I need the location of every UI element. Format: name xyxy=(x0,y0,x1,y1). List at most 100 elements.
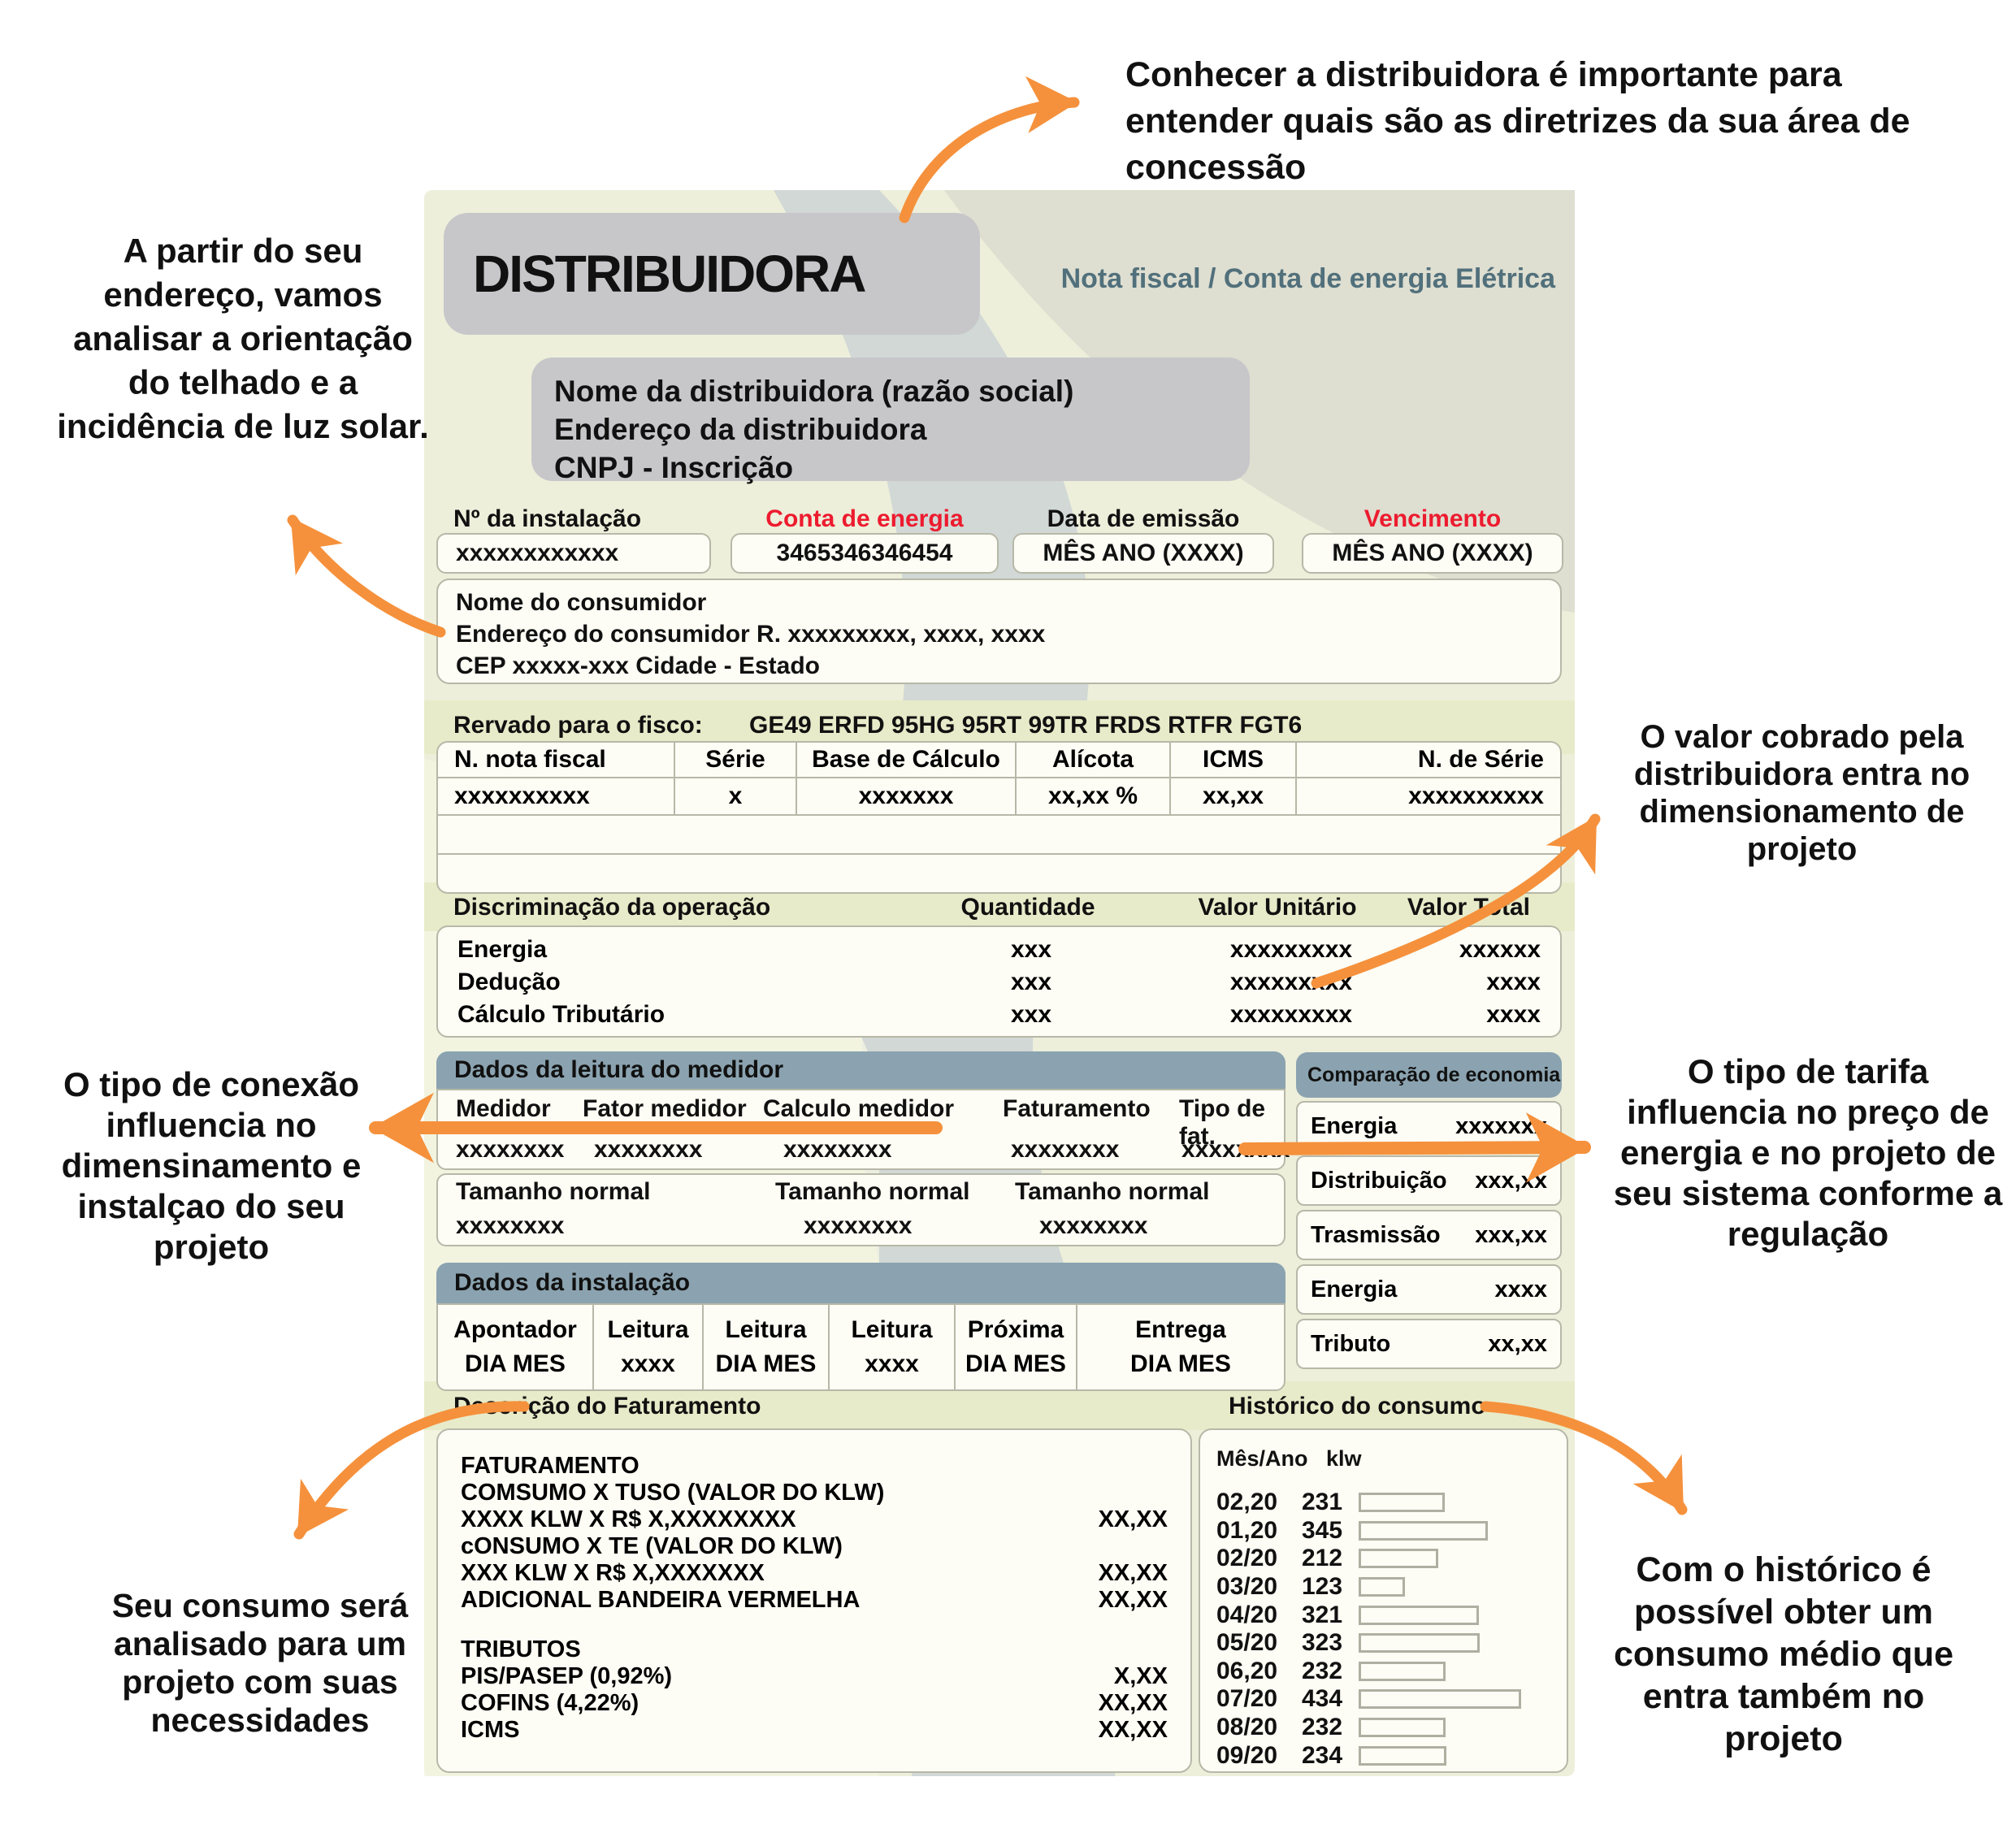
faturamento-row: cONSUMO X TE (VALOR DO KLW) xyxy=(461,1533,1168,1560)
annotation-consumption-analysis: Seu consumo será analisado para um proje… xyxy=(111,1587,409,1739)
fisco-header-cell: Alícota xyxy=(1015,743,1169,777)
historico-klw: 212 xyxy=(1302,1545,1343,1572)
historico-mes: 04/20 xyxy=(1216,1601,1278,1628)
comparacao-row: Energia xxxx xyxy=(1296,1264,1562,1315)
operacao-row: Cálculo Tributário xxx xxxxxxxxx xxxx xyxy=(438,999,1560,1031)
historico-mes: 02,20 xyxy=(1216,1489,1278,1516)
comparacao-label: Trasmissão xyxy=(1311,1221,1441,1248)
consumer-name: Nome do consumidor xyxy=(456,589,707,616)
fisco-value-cell: xx,xx xyxy=(1169,778,1295,814)
arrow-to-address-annotation xyxy=(287,514,446,638)
consumer-info-box: Nome do consumidor Endereço do consumido… xyxy=(436,579,1562,684)
faturamento-amount: XX,XX xyxy=(1098,1690,1168,1716)
faturamento-item: cONSUMO X TE (VALOR DO KLW) xyxy=(461,1533,843,1559)
historico-klw: 231 xyxy=(1302,1489,1343,1516)
fisco-label: Rervado para o fisco: xyxy=(453,712,703,739)
fisco-code: GE49 ERFD 95HG 95RT 99TR FRDS RTFR FGT6 xyxy=(749,712,1303,739)
distributor-info-box: Nome da distribuidora (razão social) End… xyxy=(531,358,1250,484)
faturamento-item: ICMS xyxy=(461,1717,520,1743)
faturamento-amount: X,XX xyxy=(1113,1663,1168,1689)
historico-mes: 09/20 xyxy=(1216,1741,1278,1769)
historico-box: Mês/Ano klw 02,20 231 01,20 345 02/20 21… xyxy=(1199,1428,1568,1773)
faturamento-row: PIS/PASEP (0,92%) X,XX xyxy=(461,1663,1168,1690)
operacao-qty: xxx xyxy=(1010,936,1052,963)
faturamento-box: FATURAMENTO COMSUMO X TUSO (VALOR DO KLW… xyxy=(436,1428,1192,1773)
consumption-bar xyxy=(1359,1718,1446,1738)
instalacao-col-title: Leitura xyxy=(851,1316,933,1343)
fisco-header-row: N. nota fiscal Série Base de Cálculo Alí… xyxy=(438,743,1560,778)
operacao-total: xxxx xyxy=(1486,1001,1541,1028)
historico-mes: 02/20 xyxy=(1216,1545,1278,1572)
fisco-header-cell: ICMS xyxy=(1169,743,1295,777)
operacao-qty: xxx xyxy=(1010,1001,1052,1028)
operacao-name: Dedução xyxy=(457,969,561,995)
consumption-bar xyxy=(1359,1745,1446,1766)
historico-klw: 323 xyxy=(1302,1629,1343,1657)
tamanho-label: Tamanho normal xyxy=(456,1178,651,1205)
tamanho-value: xxxxxxxx xyxy=(804,1212,913,1239)
historico-klw: 321 xyxy=(1302,1601,1343,1628)
faturamento-row: FATURAMENTO xyxy=(461,1453,1168,1480)
fisco-header-cell: Série xyxy=(674,743,796,777)
fisco-value-row: xxxxxxxxxx x xxxxxxx xx,xx % xx,xx xxxxx… xyxy=(438,778,1560,816)
historico-title: Histórico do consumo xyxy=(1229,1393,1486,1419)
fisco-header-cell: Base de Cálculo xyxy=(796,743,1015,777)
instalacao-section-header: Dados da instalação xyxy=(436,1263,1285,1303)
distributor-logo-box: DISTRIBUIDORA xyxy=(444,213,980,335)
consumer-cep: CEP xxxxx-xxx Cidade - Estado xyxy=(456,652,820,679)
historico-klw: 234 xyxy=(1302,1741,1343,1769)
fisco-value-cell: xxxxxxxxxx xyxy=(1295,778,1560,814)
consumption-bar xyxy=(1359,1520,1488,1541)
historico-klw: 232 xyxy=(1302,1657,1343,1684)
comparacao-row: Trasmissão xxx,xx xyxy=(1296,1210,1562,1260)
faturamento-item: XXX KLW X R$ X,XXXXXXX xyxy=(461,1560,765,1586)
distributor-address: Endereço da distribuidora xyxy=(554,413,927,446)
historico-mes: 01,20 xyxy=(1216,1516,1278,1544)
electricity-bill: DISTRIBUIDORA Nota fiscal / Conta de ene… xyxy=(424,190,1575,1776)
operacao-total: xxxxxx xyxy=(1459,936,1541,963)
leitura-col-label: Faturamento xyxy=(1003,1095,1151,1122)
faturamento-row: XXX KLW X R$ X,XXXXXXX XX,XX xyxy=(461,1560,1168,1587)
instalacao-col: Leitura xxxx xyxy=(592,1305,702,1389)
field-value-emissao: MÊS ANO (XXXX) xyxy=(1012,533,1274,574)
leitura-value: xxxxxxxx xyxy=(1181,1136,1290,1163)
fisco-table: N. nota fiscal Série Base de Cálculo Alí… xyxy=(436,741,1562,894)
annotation-charged-value: O valor cobrado pela distribuidora entra… xyxy=(1633,719,1970,867)
instalacao-col-value: xxxx xyxy=(621,1350,675,1377)
instalacao-col: Apontador DIA MES xyxy=(438,1305,592,1389)
faturamento-row: TRIBUTOS xyxy=(461,1636,1168,1663)
instalacao-col: Leitura xxxx xyxy=(828,1305,954,1389)
leitura-value: xxxxxxxx xyxy=(594,1136,703,1163)
fisco-value-cell: x xyxy=(674,778,796,814)
tamanho-value: xxxxxxxx xyxy=(456,1212,565,1239)
comparacao-value: xx,xx xyxy=(1488,1330,1547,1357)
leitura-col-label: Medidor xyxy=(456,1095,551,1122)
historico-mes: 03/20 xyxy=(1216,1573,1278,1601)
historico-klw: 434 xyxy=(1302,1685,1343,1713)
historico-row: 02/20 212 xyxy=(1200,1545,1570,1573)
field-value-vencimento: MÊS ANO (XXXX) xyxy=(1302,533,1563,574)
distributor-cnpj: CNPJ - Inscrição xyxy=(554,451,794,484)
historico-mes: 05/20 xyxy=(1216,1629,1278,1657)
comparacao-value: xxx,xx xyxy=(1475,1167,1547,1194)
leitura-value: xxxxxxxx xyxy=(1011,1136,1120,1163)
consumption-bar xyxy=(1359,1605,1479,1625)
operacao-header-qty: Quantidade xyxy=(960,894,1095,921)
comparacao-row: Tributo xx,xx xyxy=(1296,1319,1562,1369)
historico-col-klw: klw xyxy=(1326,1446,1362,1471)
operacao-name: Energia xyxy=(457,936,548,963)
fisco-empty-row xyxy=(438,855,1560,892)
consumption-bar xyxy=(1359,1689,1521,1710)
field-value-instalacao: xxxxxxxxxxxx xyxy=(436,533,711,574)
instalacao-col-value: DIA MES xyxy=(965,1350,1066,1377)
faturamento-amount: XX,XX xyxy=(1098,1560,1168,1586)
operacao-unit: xxxxxxxxx xyxy=(1229,936,1353,963)
faturamento-item: PIS/PASEP (0,92%) xyxy=(461,1663,673,1689)
comparacao-label: Energia xyxy=(1311,1112,1398,1139)
annotation-connection-type: O tipo de conexão influencia no dimensin… xyxy=(61,1065,362,1266)
instalacao-col-title: Apontador xyxy=(453,1316,577,1343)
comparacao-row: Energia xxxxxxx xyxy=(1296,1101,1562,1151)
field-value-conta: 3465346346454 xyxy=(731,533,999,574)
consumption-bar xyxy=(1359,1633,1480,1653)
